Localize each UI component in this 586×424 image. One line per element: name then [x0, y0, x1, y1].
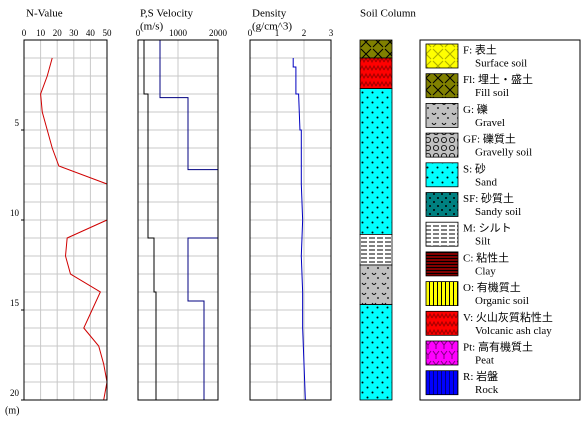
legend-box: [419, 39, 581, 401]
x-tick-label: 30: [69, 28, 79, 38]
y-axis-label: (m): [5, 405, 19, 416]
chart-title: Soil Column: [360, 8, 416, 20]
legend-sublabel: Sand: [475, 176, 498, 188]
x-tick-label: 0: [136, 28, 141, 38]
chart-title: Density: [252, 8, 287, 20]
soil-layer: [359, 304, 393, 401]
legend-swatch: [425, 103, 459, 128]
soil-layer: [359, 88, 393, 235]
legend-swatch: [425, 132, 459, 158]
legend-swatch: [425, 73, 459, 99]
series-line: [143, 40, 157, 400]
x-tick-label: 40: [86, 28, 96, 38]
series-line: [292, 58, 306, 401]
legend-sublabel: Peat: [475, 355, 494, 367]
legend-sublabel: Sandy soil: [475, 206, 521, 218]
legend-swatch: [425, 281, 459, 307]
legend-label: V: 火山灰質粘性土: [463, 310, 553, 324]
y-tick-label: 20: [10, 388, 20, 398]
legend-sublabel: Silt: [475, 236, 490, 248]
y-tick-label: 10: [10, 208, 20, 218]
legend-sublabel: Rock: [475, 384, 499, 396]
legend-swatch: [425, 370, 459, 396]
legend-label: Pt: 高有機質土: [463, 340, 533, 354]
legend-label: C: 粘性土: [463, 250, 509, 264]
legend-swatch: [425, 162, 459, 188]
legend-label: O: 有機質土: [463, 280, 521, 294]
legend-sublabel: Volcanic ash clay: [475, 325, 552, 337]
legend-swatch: [425, 251, 459, 277]
legend-sublabel: Gravelly soil: [475, 147, 532, 159]
legend-label: M: シルト: [463, 223, 512, 235]
legend-label: SF: 砂質土: [463, 191, 514, 205]
legend-swatch: [425, 310, 459, 336]
plot-frame: [137, 39, 219, 401]
legend-sublabel: Organic soil: [475, 295, 529, 307]
y-tick-label: 15: [10, 298, 20, 308]
legend-label: F: 表土: [463, 43, 497, 57]
legend-swatch: [425, 43, 459, 69]
legend-sublabel: Fill soil: [475, 87, 509, 99]
soil-layer: [359, 233, 393, 266]
chart-title: P,S Velocity: [140, 8, 193, 20]
legend-swatch: [425, 192, 459, 217]
x-tick-label: 2000: [209, 28, 228, 38]
chart-subtitle: (g/cm^3): [252, 21, 292, 33]
plot-frame: [249, 39, 332, 401]
legend-label: G: 礫: [463, 102, 488, 116]
x-tick-label: 20: [53, 28, 63, 38]
legend-sublabel: Clay: [475, 265, 496, 277]
x-tick-label: 1: [275, 28, 280, 38]
x-tick-label: 0: [22, 28, 27, 38]
legend-sublabel: Surface soil: [475, 58, 527, 70]
chart-title: N-Value: [26, 8, 63, 20]
series-line: [40, 57, 108, 401]
chart-subtitle: (m/s): [140, 21, 164, 33]
legend-label: S: 砂: [463, 162, 486, 175]
soil-layer: [359, 39, 393, 59]
legend-label: R: 岩盤: [463, 369, 498, 383]
x-tick-label: 2: [302, 28, 307, 38]
plot-frame: [23, 39, 108, 401]
legend-label: Fl: 埋土・盛土: [463, 72, 533, 86]
legend-swatch: [425, 340, 459, 366]
legend-label: GF: 礫質土: [463, 132, 516, 146]
x-tick-label: 10: [36, 28, 46, 38]
x-tick-label: 3: [329, 28, 334, 38]
x-tick-label: 1000: [169, 28, 188, 38]
soil-layer: [359, 264, 393, 305]
legend-swatch: [425, 221, 459, 247]
soil-layer: [359, 57, 393, 90]
legend-sublabel: Gravel: [475, 117, 505, 129]
x-tick-label: 0: [248, 28, 253, 38]
x-tick-label: 50: [103, 28, 113, 38]
y-tick-label: 5: [15, 118, 20, 128]
